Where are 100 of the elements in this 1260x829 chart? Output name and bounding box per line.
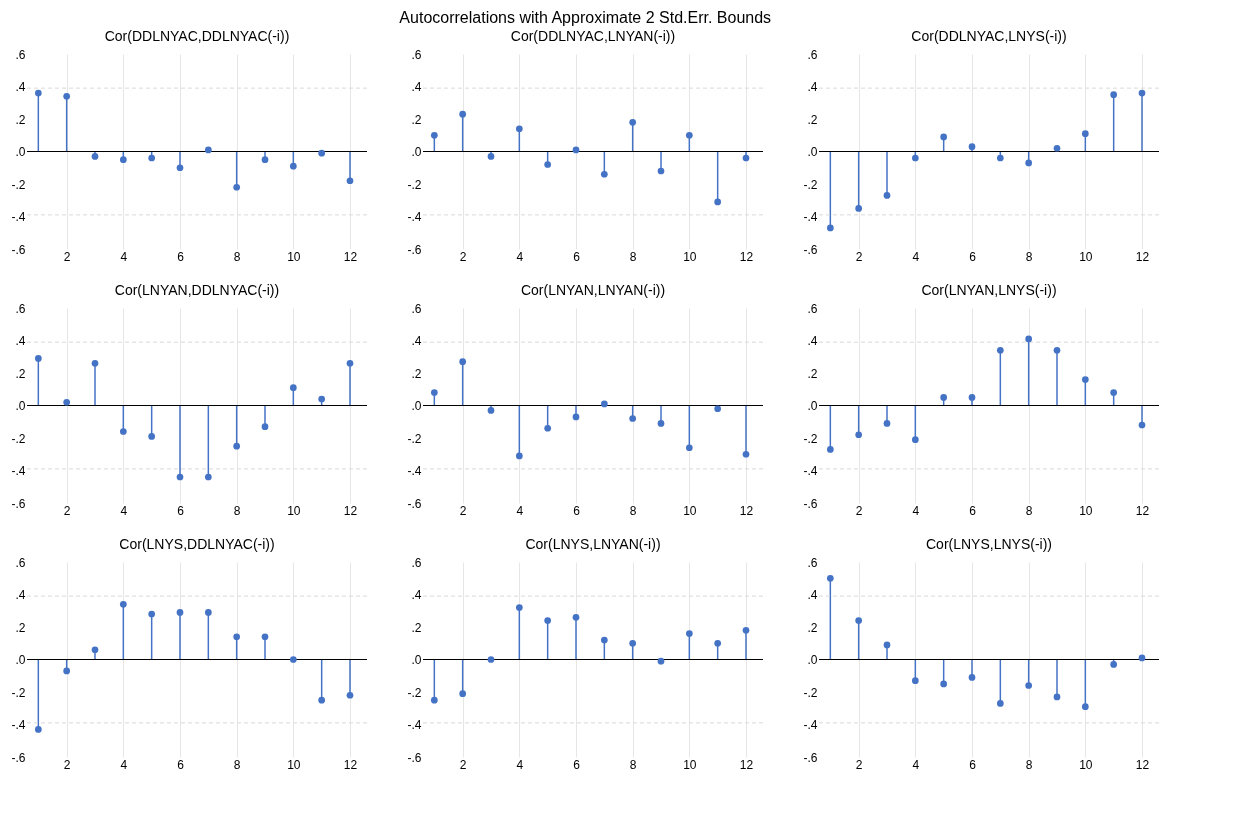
y-tick-label: -.6 bbox=[407, 750, 422, 765]
y-tick-label: -.4 bbox=[407, 464, 422, 478]
x-tick-label: 8 bbox=[233, 757, 241, 772]
y-tick-label: .2 bbox=[807, 112, 818, 127]
y-tick-label: .4 bbox=[15, 588, 26, 602]
y-tick-label: .6 bbox=[15, 301, 26, 316]
x-tick-label: 10 bbox=[287, 503, 301, 518]
y-tick-label: -.4 bbox=[407, 210, 422, 224]
x-tick-label: 10 bbox=[1079, 503, 1093, 518]
y-tick-label: -.4 bbox=[803, 210, 818, 224]
x-tick-label: 2 bbox=[63, 757, 71, 772]
y-tick-label: -.4 bbox=[11, 718, 26, 732]
y-tick-label: .4 bbox=[807, 588, 818, 602]
y-tick-label: -.4 bbox=[11, 210, 26, 224]
y-tick-label: .6 bbox=[411, 47, 422, 62]
x-tick-label: 8 bbox=[629, 503, 637, 518]
y-tick-label: .4 bbox=[15, 80, 26, 94]
y-tick-label: -.2 bbox=[11, 431, 26, 446]
y-tick-label: .4 bbox=[807, 334, 818, 348]
chart-title: Cor(LNYAN,DDLNYAC(-i)) bbox=[114, 282, 280, 298]
x-tick-label: 4 bbox=[120, 249, 128, 264]
x-tick-label: 10 bbox=[287, 249, 301, 264]
y-tick-label: -.6 bbox=[803, 750, 818, 765]
x-tick-label: 8 bbox=[1025, 249, 1033, 264]
y-tick-label: .0 bbox=[411, 653, 422, 667]
x-tick-label: 6 bbox=[969, 757, 977, 772]
x-tick-label: 12 bbox=[739, 503, 754, 518]
y-tick-label: -.6 bbox=[803, 496, 818, 511]
y-tick-label: -.4 bbox=[803, 718, 818, 732]
chart-title: Cor(LNYAN,LNYS(-i)) bbox=[921, 282, 1057, 298]
text: Autocorrelations with Approximate 2 Std.Err. Bounds bbox=[399, 9, 772, 26]
x-tick-label: 2 bbox=[459, 757, 467, 772]
x-tick-label: 10 bbox=[683, 503, 697, 518]
y-tick-label: -.2 bbox=[407, 177, 422, 192]
y-tick-label: .6 bbox=[807, 555, 818, 570]
chart-title: Cor(LNYS,DDLNYAC(-i)) bbox=[119, 536, 275, 552]
y-tick-label: -.2 bbox=[803, 177, 818, 192]
x-tick-label: 8 bbox=[1025, 757, 1033, 772]
x-tick-label: 6 bbox=[177, 249, 185, 264]
x-tick-label: 8 bbox=[629, 757, 637, 772]
y-tick-label: .6 bbox=[807, 47, 818, 62]
chart-title: Cor(DDLNYAC,DDLNYAC(-i)) bbox=[104, 28, 290, 44]
x-tick-label: 6 bbox=[573, 503, 581, 518]
y-tick-label: .0 bbox=[411, 145, 422, 159]
y-tick-label: .0 bbox=[807, 145, 818, 159]
y-tick-label: .4 bbox=[15, 334, 26, 348]
x-tick-label: 12 bbox=[1135, 249, 1150, 264]
x-tick-label: 4 bbox=[516, 503, 524, 518]
y-tick-label: .4 bbox=[411, 588, 422, 602]
x-tick-label: 4 bbox=[912, 757, 920, 772]
y-tick-label: .2 bbox=[807, 366, 818, 381]
y-tick-label: -.2 bbox=[11, 177, 26, 192]
y-tick-label: -.6 bbox=[407, 496, 422, 511]
y-tick-label: .2 bbox=[807, 620, 818, 635]
y-tick-label: -.2 bbox=[407, 685, 422, 700]
x-tick-label: 2 bbox=[855, 757, 863, 772]
y-tick-label: .6 bbox=[411, 555, 422, 570]
x-tick-label: 12 bbox=[343, 503, 358, 518]
y-tick-label: .2 bbox=[15, 112, 26, 127]
x-tick-label: 2 bbox=[63, 503, 71, 518]
y-tick-label: -.2 bbox=[407, 431, 422, 446]
x-tick-label: 8 bbox=[629, 249, 637, 264]
x-tick-label: 8 bbox=[1025, 503, 1033, 518]
x-tick-label: 2 bbox=[855, 249, 863, 264]
y-tick-label: -.6 bbox=[407, 242, 422, 257]
x-tick-label: 10 bbox=[683, 757, 697, 772]
x-tick-label: 8 bbox=[233, 503, 241, 518]
x-tick-label: 8 bbox=[233, 249, 241, 264]
y-tick-label: .0 bbox=[15, 145, 26, 159]
chart-title: Cor(LNYS,LNYAN(-i)) bbox=[525, 536, 661, 552]
x-tick-label: 4 bbox=[912, 503, 920, 518]
x-tick-label: 10 bbox=[1079, 249, 1093, 264]
y-tick-label: -.2 bbox=[803, 685, 818, 700]
x-tick-label: 4 bbox=[120, 757, 128, 772]
x-tick-label: 2 bbox=[459, 503, 467, 518]
x-tick-label: 12 bbox=[739, 757, 754, 772]
x-tick-label: 6 bbox=[177, 757, 185, 772]
y-tick-label: -.4 bbox=[11, 464, 26, 478]
x-tick-label: 4 bbox=[912, 249, 920, 264]
chart-title: Cor(DDLNYAC,LNYAN(-i)) bbox=[510, 28, 676, 44]
y-tick-label: .0 bbox=[15, 399, 26, 413]
x-tick-label: 12 bbox=[1135, 757, 1150, 772]
chart-title: Cor(LNYAN,LNYAN(-i)) bbox=[520, 282, 666, 298]
x-tick-label: 4 bbox=[120, 503, 128, 518]
y-tick-label: .6 bbox=[15, 555, 26, 570]
x-tick-label: 2 bbox=[459, 249, 467, 264]
y-tick-label: .0 bbox=[15, 653, 26, 667]
x-tick-label: 4 bbox=[516, 249, 524, 264]
y-tick-label: .2 bbox=[411, 620, 422, 635]
y-tick-label: .4 bbox=[807, 80, 818, 94]
y-tick-label: .4 bbox=[411, 80, 422, 94]
x-tick-label: 2 bbox=[63, 249, 71, 264]
y-tick-label: -.4 bbox=[407, 718, 422, 732]
y-tick-label: .2 bbox=[411, 112, 422, 127]
y-tick-label: -.6 bbox=[11, 242, 26, 257]
x-tick-label: 4 bbox=[516, 757, 524, 772]
y-tick-label: .0 bbox=[807, 399, 818, 413]
y-tick-label: .0 bbox=[807, 653, 818, 667]
x-tick-label: 6 bbox=[177, 503, 185, 518]
y-tick-label: .2 bbox=[15, 620, 26, 635]
